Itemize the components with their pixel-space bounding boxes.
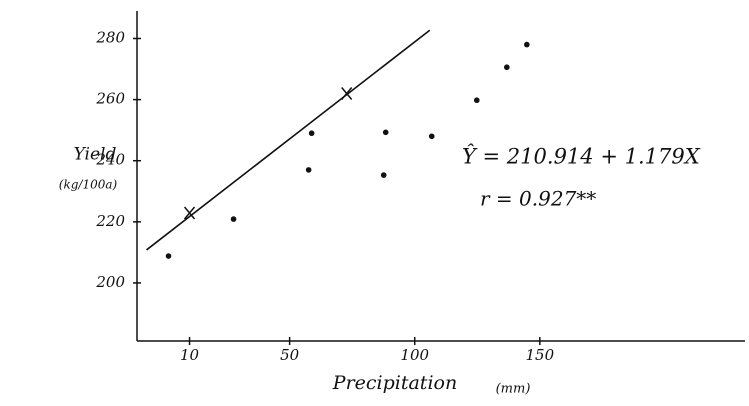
point [305,167,312,173]
y-tick-label: 220 [95,212,125,230]
point [504,64,510,71]
regression-line [146,29,431,251]
y-label: Yield [74,145,117,165]
annotation: r = 0.927** [480,187,596,211]
annotation: Ŷ = 210.914 + 1.179X [462,145,701,169]
point [230,216,237,222]
y-unit: (kg/100a) [59,178,118,192]
y-tick-label: 280 [95,29,125,47]
y-tick-label: 260 [95,90,125,108]
x-tick-label: 10 [180,346,200,364]
y-tick-label: 240 [95,151,125,169]
x-tick-label: 100 [400,346,429,364]
point [380,172,387,178]
x-tick-label: 150 [526,346,555,364]
fit-cross [183,206,196,220]
point [428,133,435,140]
point [165,253,172,259]
x-tick-label: 50 [280,346,300,364]
point [473,97,480,104]
point [308,130,315,137]
x-label: Precipitation [332,372,457,394]
x-unit: (mm) [496,382,531,397]
point [524,41,530,48]
fit-cross [341,87,353,100]
point [382,129,389,136]
y-tick-label: 200 [95,273,125,291]
